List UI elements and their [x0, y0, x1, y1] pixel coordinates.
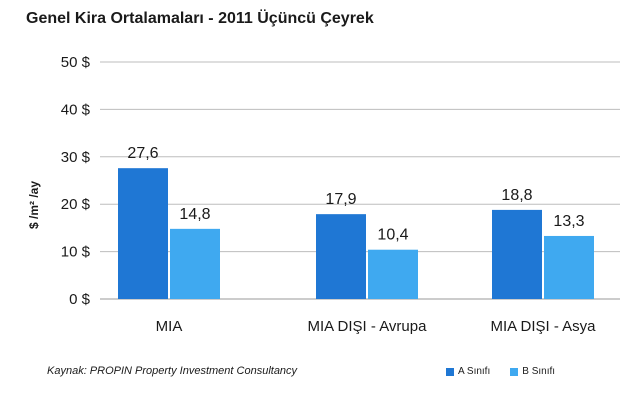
bar-b [368, 249, 418, 299]
category-labels: MIA MIA DIŞI - Avrupa MIA DIŞI - Asya [156, 318, 597, 335]
legend-item-a: A Sınıfı [446, 366, 490, 377]
y-tick-label: 50 $ [61, 54, 91, 71]
category-label: MIA DIŞI - Asya [490, 318, 596, 335]
source-note: Kaynak: PROPIN Property Investment Consu… [47, 365, 298, 377]
y-tick-label: 20 $ [61, 196, 91, 213]
legend: A Sınıfı B Sınıfı [446, 366, 555, 377]
data-labels: 27,6 14,8 17,9 10,4 18,8 13,3 [127, 145, 584, 244]
bars [118, 168, 594, 299]
bar-a [316, 214, 366, 299]
category-label: MIA DIŞI - Avrupa [308, 318, 428, 335]
y-tick-label: 0 $ [69, 291, 91, 308]
category-label: MIA [156, 318, 183, 335]
data-label: 27,6 [127, 145, 158, 162]
chart-title: Genel Kira Ortalamaları - 2011 Üçüncü Çe… [26, 10, 374, 27]
y-tick-label: 40 $ [61, 101, 91, 118]
data-label: 13,3 [553, 213, 584, 230]
bar-b [170, 228, 220, 299]
data-label: 14,8 [179, 206, 210, 223]
bar-a [118, 168, 168, 299]
legend-swatch-b [510, 367, 519, 376]
y-axis-title: $ /m² /ay [27, 181, 41, 229]
legend-swatch-a [446, 367, 454, 376]
y-axis-ticks: 0 $ 10 $ 20 $ 30 $ 40 $ 50 $ [61, 54, 91, 308]
y-tick-label: 10 $ [61, 244, 91, 261]
data-label: 18,8 [501, 187, 532, 204]
data-label: 10,4 [377, 227, 408, 244]
bar-a [492, 209, 542, 299]
data-label: 17,9 [325, 191, 356, 208]
legend-label-b: B Sınıfı [522, 366, 556, 377]
legend-label-a: A Sınıfı [458, 366, 491, 377]
y-tick-label: 30 $ [61, 149, 91, 166]
bar-b [544, 235, 594, 299]
legend-item-b: B Sınıfı [510, 366, 555, 377]
